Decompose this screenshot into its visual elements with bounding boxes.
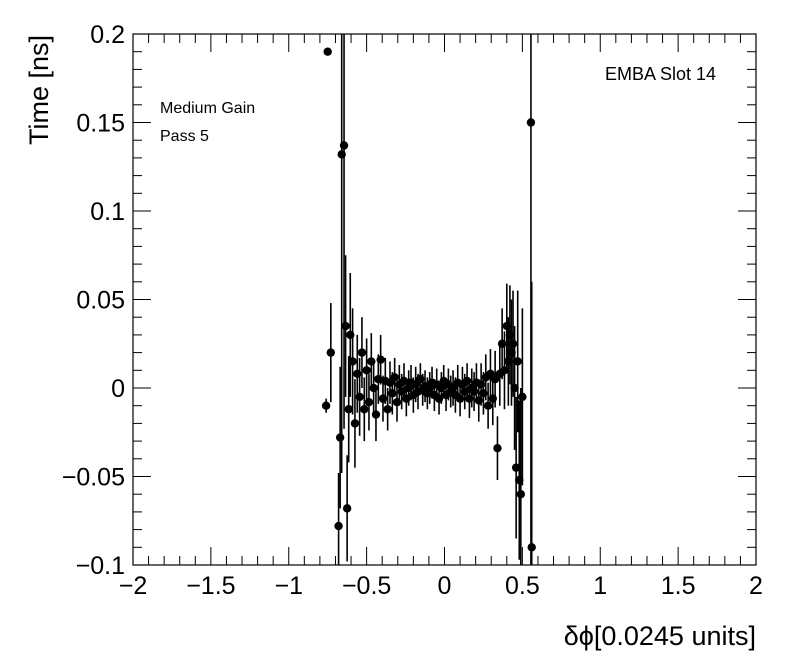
x-tick-label: 1 — [593, 572, 607, 600]
marker — [360, 405, 369, 414]
y-tick-label: 0.1 — [90, 198, 125, 226]
marker — [350, 419, 360, 428]
x-tick-label: −0.5 — [342, 572, 391, 600]
y-tick-label: −0.05 — [62, 464, 125, 492]
marker — [510, 383, 519, 393]
y-axis-title: Time [ns] — [24, 35, 54, 145]
marker — [511, 463, 521, 472]
x-tick-label: −1 — [274, 572, 303, 600]
x-tick-label: 0 — [438, 572, 452, 600]
marker — [323, 47, 332, 56]
annotation-pass: Pass 5 — [160, 128, 209, 145]
marker — [326, 348, 336, 357]
x-axis-ticks: −2 −1.5 −1 −0.5 0 0.5 1 1.5 2 — [119, 34, 763, 600]
data-point — [390, 357, 399, 397]
data-point — [334, 472, 343, 565]
annotation-gain: Medium Gain — [160, 100, 255, 117]
marker — [513, 357, 522, 366]
marker — [376, 355, 385, 364]
data-point — [362, 338, 371, 403]
data-point — [339, 34, 349, 429]
data-point — [383, 388, 392, 431]
data-point — [335, 366, 345, 509]
marker — [355, 392, 364, 402]
marker — [383, 405, 392, 414]
marker — [335, 433, 345, 442]
y-tick-label: −0.1 — [76, 552, 125, 580]
marker — [344, 405, 353, 414]
marker — [518, 392, 527, 402]
marker — [526, 118, 536, 127]
marker — [348, 357, 357, 366]
x-tick-label: −2 — [119, 572, 148, 600]
data-point — [483, 382, 493, 429]
data-points-layer — [321, 34, 536, 565]
data-point — [341, 255, 350, 397]
marker — [527, 543, 536, 552]
data-point — [513, 290, 522, 433]
marker — [493, 443, 502, 453]
y-tick-label: 0.15 — [76, 110, 125, 138]
x-tick-label: 1.5 — [661, 572, 696, 600]
x-tick-label: 2 — [749, 572, 763, 600]
marker — [321, 401, 331, 410]
data-point — [371, 388, 381, 442]
data-point — [357, 317, 367, 388]
marker — [516, 490, 526, 499]
data-point — [326, 303, 336, 403]
data-point — [321, 398, 331, 413]
data-point — [493, 416, 502, 481]
data-point — [516, 388, 526, 565]
marker — [483, 401, 493, 410]
data-point — [355, 357, 364, 436]
annotation-slot: EMBA Slot 14 — [605, 64, 716, 84]
data-point — [364, 373, 374, 431]
y-tick-label: 0.2 — [90, 21, 125, 49]
marker — [371, 410, 381, 419]
data-point — [348, 308, 357, 415]
y-tick-label: 0.05 — [76, 287, 125, 315]
data-point — [323, 47, 332, 56]
marker — [508, 339, 518, 348]
x-tick-label: 0.5 — [505, 572, 540, 600]
data-point — [344, 356, 353, 463]
marker — [341, 321, 350, 331]
marker — [342, 504, 352, 513]
marker — [334, 521, 343, 531]
marker — [390, 373, 399, 382]
data-point — [510, 326, 519, 450]
data-point — [527, 281, 536, 565]
x-tick-label: −1.5 — [186, 572, 235, 600]
data-point — [342, 455, 352, 562]
marker — [364, 397, 374, 407]
marker — [339, 141, 349, 150]
y-tick-label: 0 — [111, 375, 125, 403]
marker — [362, 366, 371, 375]
data-point — [376, 334, 385, 385]
data-point — [360, 377, 369, 442]
data-point — [518, 308, 527, 486]
y-axis-ticks: −0.1 −0.05 0 0.05 0.1 0.15 0.2 — [62, 21, 756, 580]
marker — [357, 348, 367, 357]
data-point — [511, 396, 521, 539]
data-point — [350, 379, 360, 468]
x-axis-title: δϕ[0.0245 units] — [564, 621, 756, 651]
